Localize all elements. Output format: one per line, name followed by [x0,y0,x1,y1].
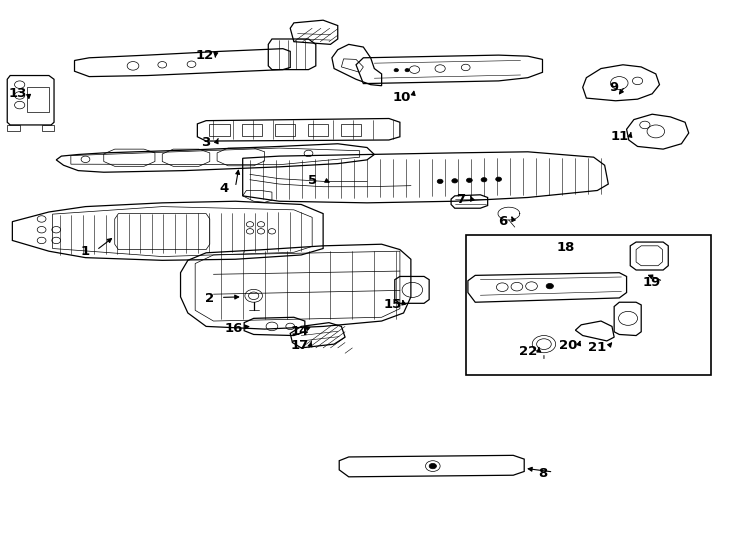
Text: 11: 11 [610,130,628,143]
Text: 9: 9 [610,81,619,94]
Text: 12: 12 [195,49,214,62]
Bar [465,235,711,375]
Text: 6: 6 [498,214,507,228]
Circle shape [495,177,501,181]
Circle shape [546,284,553,289]
Text: 10: 10 [393,91,411,104]
Text: 15: 15 [383,299,401,312]
Text: 8: 8 [538,467,547,480]
Bar [242,124,263,136]
Text: 13: 13 [8,87,26,100]
Text: 19: 19 [643,276,661,289]
Bar [308,124,328,136]
Text: 21: 21 [588,341,606,354]
Circle shape [429,463,437,469]
Text: 17: 17 [291,339,309,352]
Text: 18: 18 [556,241,575,254]
Text: 5: 5 [308,174,316,187]
Circle shape [452,179,458,183]
Circle shape [437,179,443,184]
Text: 1: 1 [81,245,90,258]
Text: 22: 22 [519,345,537,358]
Circle shape [394,69,399,72]
Text: 4: 4 [219,182,229,195]
Text: 20: 20 [559,339,577,352]
Circle shape [481,178,487,182]
Circle shape [466,178,472,183]
Bar [341,124,361,136]
Circle shape [405,69,410,72]
Text: 16: 16 [225,321,243,334]
Text: 2: 2 [206,292,214,305]
Text: 3: 3 [202,136,211,148]
Text: 7: 7 [456,193,465,206]
Bar [275,124,295,136]
Text: 14: 14 [291,325,309,338]
Bar [209,124,230,136]
